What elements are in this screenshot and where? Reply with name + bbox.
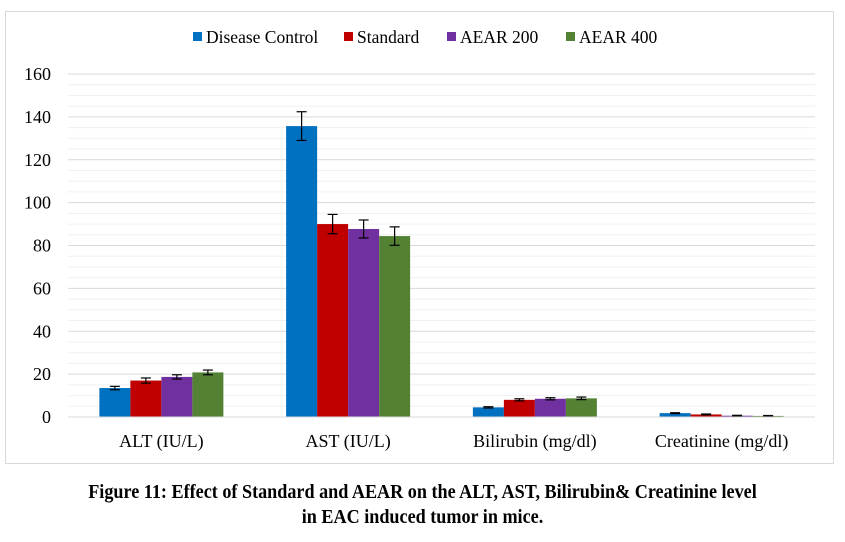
bar-disease-control <box>659 413 691 417</box>
bar-standard <box>130 380 162 417</box>
y-tick-label: 160 <box>24 64 51 84</box>
bar-aear-200 <box>348 228 380 417</box>
x-category-label: Creatinine (mg/dl) <box>655 431 788 452</box>
bar-aear-400 <box>379 236 411 417</box>
legend-label: Standard <box>357 27 419 47</box>
legend-label: AEAR 400 <box>579 27 658 47</box>
x-category-label: ALT (IU/L) <box>119 431 204 452</box>
legend-swatch <box>447 32 456 41</box>
x-category-label: AST (IU/L) <box>306 431 391 452</box>
legend-swatch <box>344 32 353 41</box>
y-tick-label: 100 <box>24 193 51 213</box>
bar-standard <box>317 224 349 417</box>
bar-disease-control <box>286 126 318 417</box>
bar-standard <box>503 399 535 417</box>
caption-line-2: in EAC induced tumor in mice. <box>301 507 544 528</box>
legend-label: Disease Control <box>206 27 318 47</box>
bar-disease-control <box>472 407 504 417</box>
y-tick-label: 20 <box>33 364 51 384</box>
bar-standard <box>690 414 722 417</box>
caption-line-1: Figure 11: Effect of Standard and AEAR o… <box>88 482 757 503</box>
y-tick-label: 40 <box>33 321 51 341</box>
bar-aear-400 <box>192 372 224 417</box>
y-tick-label: 0 <box>42 407 51 427</box>
y-tick-label: 140 <box>24 107 51 127</box>
chart-frame <box>5 11 834 464</box>
bar-chart: 0 20 40 60 80 100 120 140 160 ALT (IU/L) AST (IU/L… <box>24 27 815 452</box>
legend-swatch <box>193 32 202 41</box>
bar-aear-200 <box>161 376 193 417</box>
bar-disease-control <box>99 388 131 417</box>
legend-swatch <box>566 32 575 41</box>
bar-aear-200 <box>534 398 566 417</box>
y-tick-label: 120 <box>24 150 51 170</box>
x-category-label: Bilirubin (mg/dl) <box>473 431 597 452</box>
bar-aear-400 <box>565 398 597 417</box>
y-tick-label: 80 <box>33 236 51 256</box>
figure-caption: Figure 11: Effect of Standard and AEAR o… <box>30 480 816 530</box>
legend-label: AEAR 200 <box>460 27 539 47</box>
y-tick-label: 60 <box>33 278 51 298</box>
